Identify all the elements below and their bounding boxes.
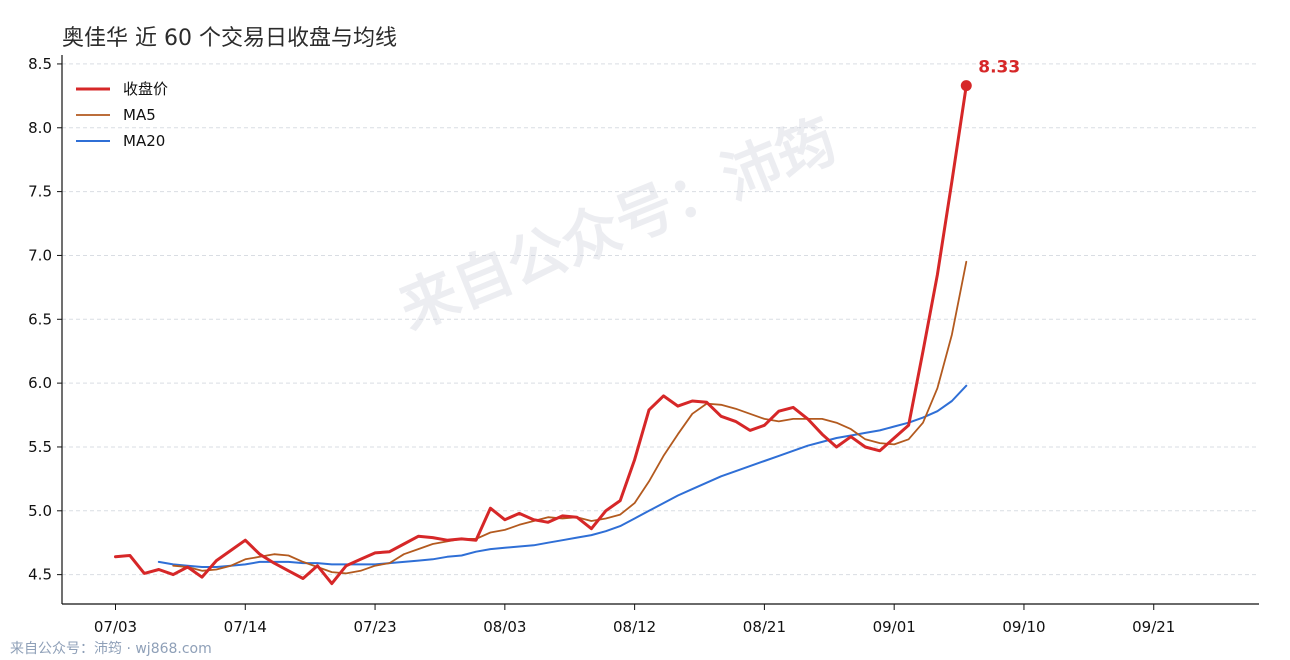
last-close-label: 8.33 [978, 58, 1020, 78]
y-tick-label: 5.0 [28, 502, 52, 520]
x-tick-label: 07/23 [353, 618, 396, 636]
series-line-close [114, 84, 968, 586]
series-line-ma5 [172, 260, 968, 575]
y-tick-label: 6.0 [28, 374, 52, 392]
y-tick-label: 4.5 [28, 566, 52, 584]
legend: 收盘价 MA5 MA20 [76, 80, 168, 150]
y-tick-label: 5.5 [28, 438, 52, 456]
legend-label-close: 收盘价 [123, 80, 168, 98]
y-tick-label: 8.0 [28, 119, 52, 137]
x-tick-label: 09/01 [873, 618, 916, 636]
x-tick-label: 07/03 [94, 618, 137, 636]
series-line-ma20 [157, 384, 968, 568]
watermark-text: 来自公众号：沛筠 [390, 106, 846, 343]
series-lines: 8.33 [114, 58, 1020, 586]
footer-source-text: 来自公众号：沛筠 · wj868.com [10, 641, 212, 657]
x-tick-label: 08/21 [743, 618, 786, 636]
x-tick-label: 09/21 [1132, 618, 1175, 636]
grid-lines [62, 63, 1259, 576]
y-tick-label: 8.5 [28, 55, 52, 73]
x-tick-label: 07/14 [224, 618, 267, 636]
last-close-point [960, 80, 972, 92]
legend-label-ma5: MA5 [123, 106, 156, 124]
x-tick-label: 09/10 [1002, 618, 1045, 636]
y-tick-label: 7.0 [28, 246, 52, 264]
chart-title: 奥佳华 近 60 个交易日收盘与均线 [62, 26, 397, 51]
y-tick-label: 7.5 [28, 183, 52, 201]
x-tick-label: 08/12 [613, 618, 656, 636]
x-tick-label: 08/03 [483, 618, 526, 636]
legend-label-ma20: MA20 [123, 132, 165, 150]
y-tick-label: 6.5 [28, 310, 52, 328]
axes: 4.5 5.0 5.5 6.0 6.5 7.0 7.5 8.0 8.5 07/03 07/14 07/… [28, 55, 1259, 636]
